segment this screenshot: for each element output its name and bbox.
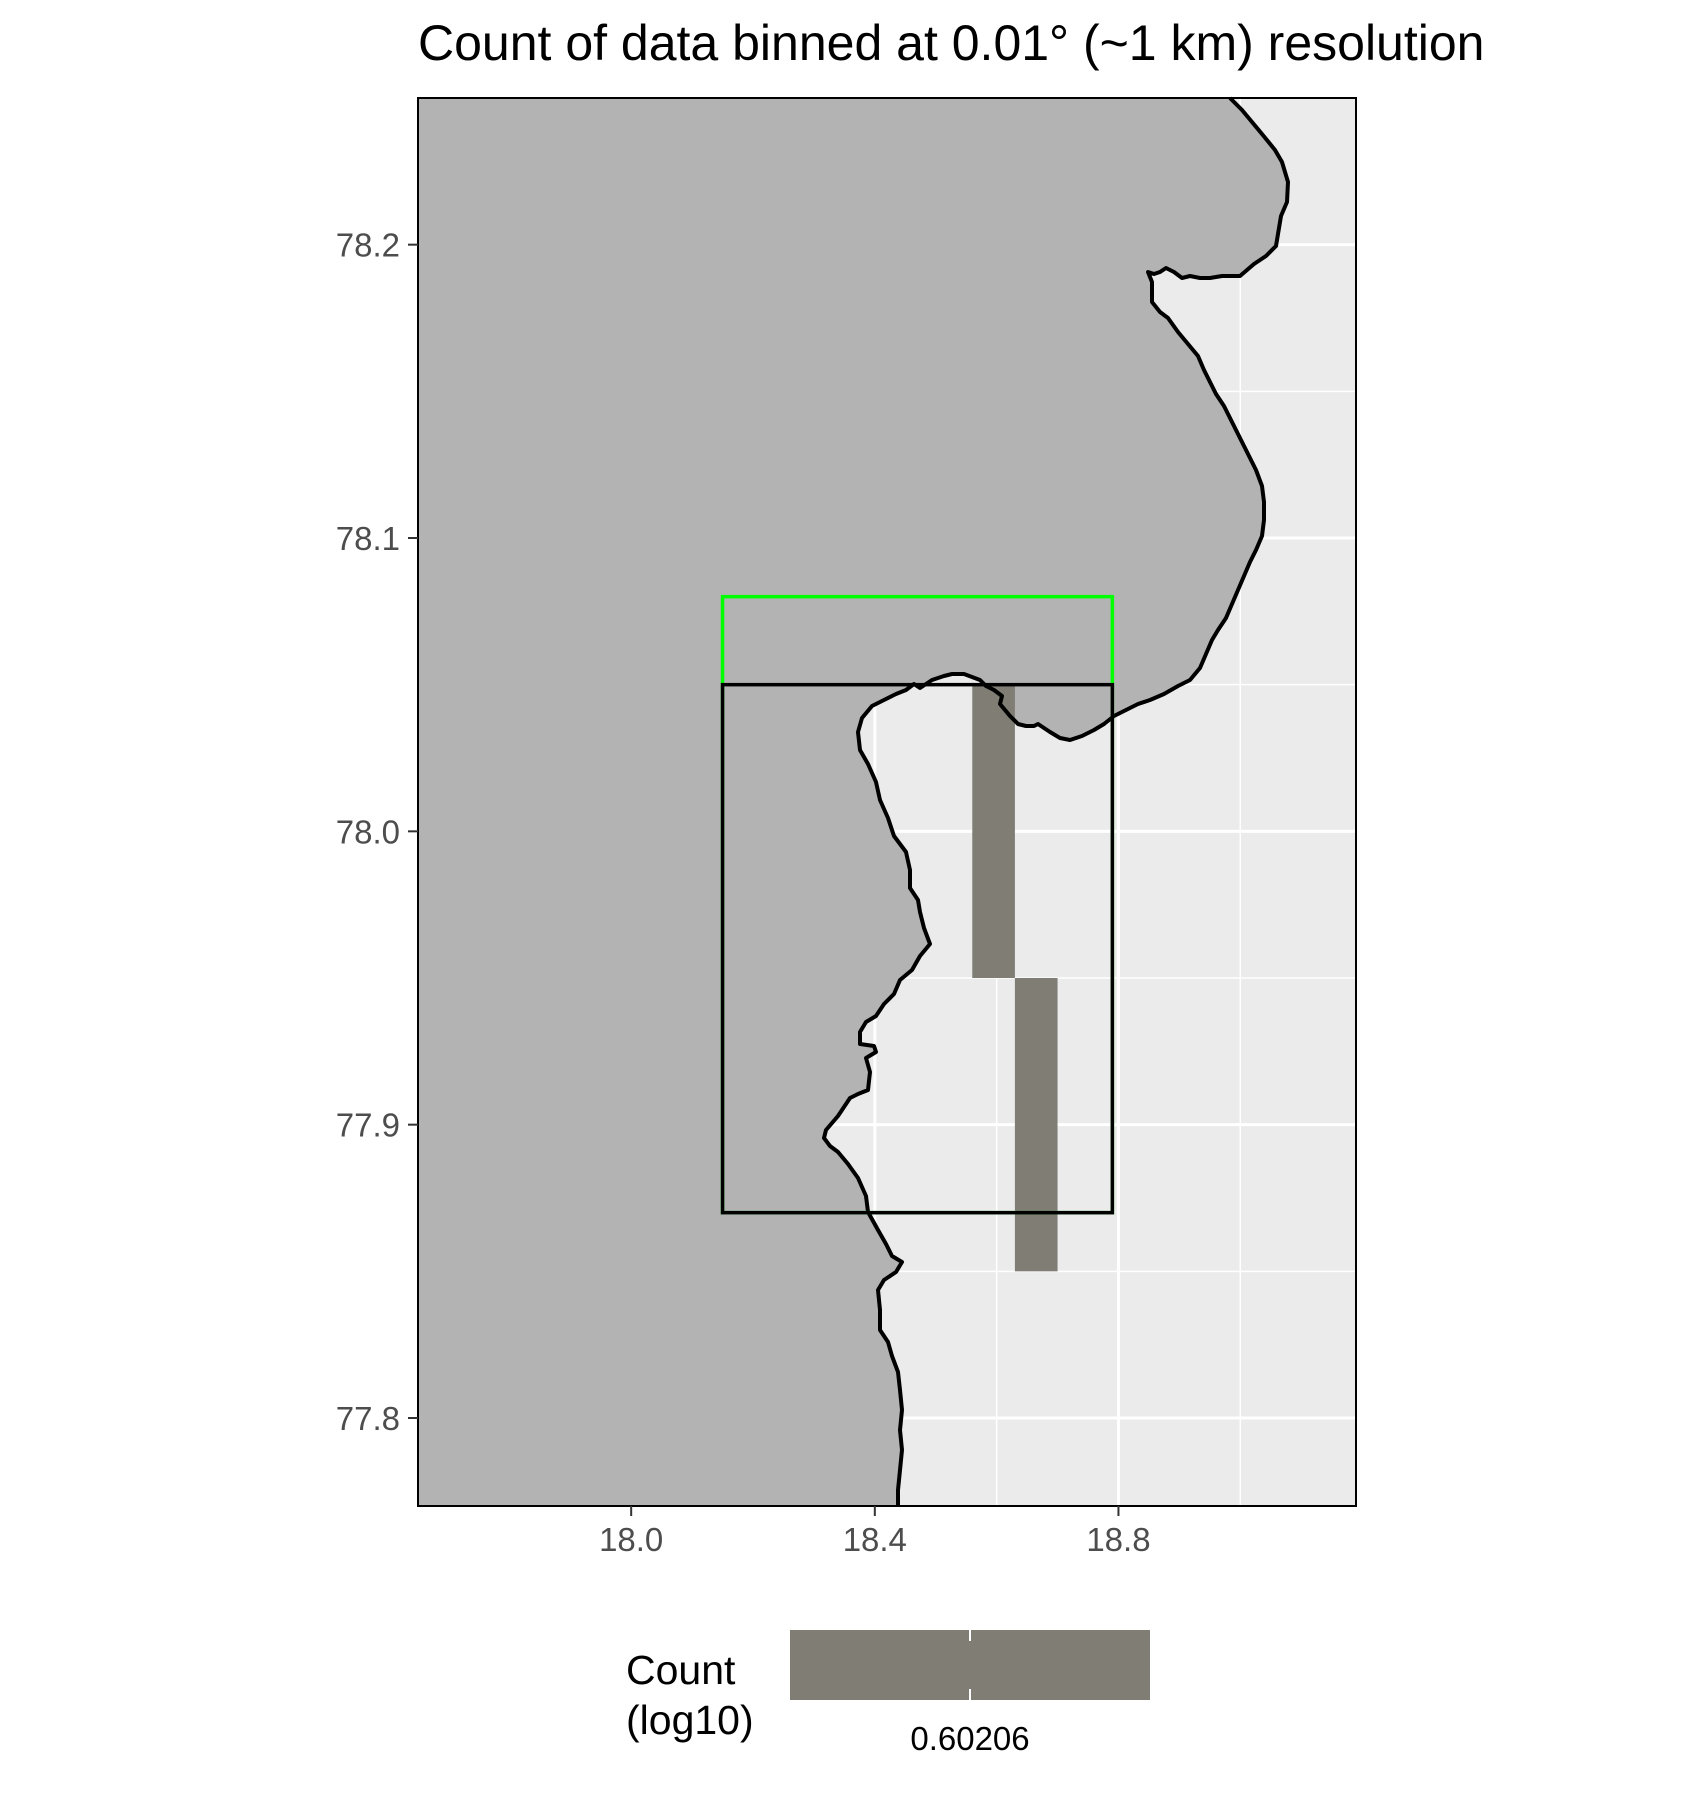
legend-colorbar	[790, 1630, 1150, 1700]
heatmap-tile	[972, 684, 1015, 978]
legend-title-line1: Count	[626, 1647, 736, 1693]
legend-tick-label: 0.60206	[910, 1720, 1029, 1757]
x-tick-label: 18.4	[843, 1521, 907, 1558]
heatmap-tile	[1014, 978, 1058, 1272]
x-tick-label: 18.8	[1086, 1521, 1150, 1558]
legend: Count (log10) 0.60206	[626, 1630, 1150, 1757]
x-tick-label: 18.0	[599, 1521, 663, 1558]
axes: 18.0 18.4 18.8 78.2 78.1 78.0 77.9 77.8	[336, 227, 1151, 1558]
black-study-box	[720, 682, 1115, 1215]
y-tick-label: 77.8	[336, 1400, 400, 1437]
panel-border	[417, 97, 1357, 1507]
map-panel	[417, 96, 1357, 1507]
land-area	[418, 98, 1288, 1506]
y-tick-label: 78.2	[336, 227, 400, 264]
map-title: Count of data binned at 0.01° (~1 km) re…	[418, 15, 1484, 71]
y-tick-label: 78.1	[336, 520, 400, 557]
y-tick-label: 78.0	[336, 813, 400, 850]
y-tick-label: 77.9	[336, 1107, 400, 1144]
coastline	[822, 96, 1290, 1506]
legend-title-line2: (log10)	[626, 1697, 754, 1743]
